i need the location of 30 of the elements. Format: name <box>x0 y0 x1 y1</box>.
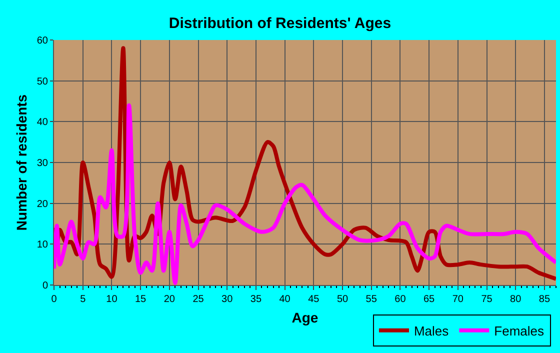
x-tick-label: 65 <box>423 294 436 305</box>
y-tick-label: 60 <box>36 36 48 46</box>
x-tick-label: 45 <box>308 294 320 305</box>
legend-label: Females <box>494 323 545 338</box>
x-tick-label: 10 <box>106 294 118 305</box>
y-tick-label: 0 <box>42 280 48 292</box>
x-tick-label: 55 <box>366 294 378 305</box>
legend-label: Males <box>414 323 450 338</box>
y-tick-label: 40 <box>36 117 48 128</box>
y-tick-label: 50 <box>36 76 48 88</box>
y-tick-label: 30 <box>36 158 48 169</box>
x-tick-label: 20 <box>164 294 176 305</box>
x-tick-label: 40 <box>279 294 291 305</box>
x-tick-label: 25 <box>192 294 204 305</box>
y-axis-title: Number of residents <box>13 94 30 231</box>
x-tick-label: 75 <box>481 294 493 305</box>
x-axis-title: Age <box>292 309 318 326</box>
x-tick-label: 15 <box>134 294 147 305</box>
chart-title: Distribution of Residents' Ages <box>168 15 392 32</box>
x-tick-label: 0 <box>51 294 58 305</box>
y-tick-label: 20 <box>36 198 48 210</box>
x-tick-label: 70 <box>452 294 464 305</box>
x-tick-label: 35 <box>250 294 262 305</box>
x-tick-label: 60 <box>394 294 406 305</box>
x-tick-label: 50 <box>336 294 349 305</box>
x-tick-label: 85 <box>538 294 550 305</box>
y-tick-label: 10 <box>36 240 48 251</box>
x-tick-label: 30 <box>222 294 234 305</box>
x-tick-label: 80 <box>510 294 522 305</box>
x-tick-label: 5 <box>80 294 86 305</box>
